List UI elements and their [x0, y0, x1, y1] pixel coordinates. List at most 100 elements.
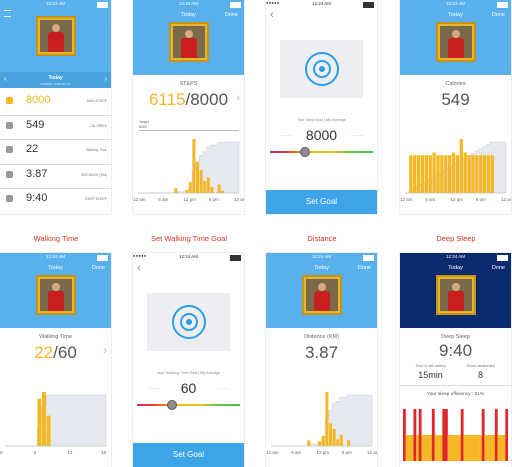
target-box [147, 293, 230, 351]
sleep-bar [413, 409, 417, 461]
x-tick-label: 12 am [501, 197, 511, 202]
x-tick-label: 12 am [400, 197, 413, 202]
status-time: 12:24 AM [178, 254, 198, 259]
bar [486, 155, 491, 193]
bar [455, 155, 460, 193]
person-head [185, 30, 193, 38]
person-body [448, 291, 464, 311]
bar [479, 155, 483, 193]
cumulative-area [271, 394, 373, 447]
x-tick-label: 12 [67, 450, 73, 455]
person-body [48, 291, 64, 311]
x-tick-label: 12 am [367, 450, 377, 455]
metric-value: 22/60 [0, 343, 111, 363]
x-tick-label: 12 pm [316, 450, 330, 455]
person-head [52, 24, 60, 32]
bar [192, 139, 196, 193]
sleep-bar [500, 435, 503, 461]
sleep-bar [416, 435, 419, 461]
back-arrow: ‹ [137, 262, 141, 274]
metric-current: 6115 [148, 90, 186, 109]
battery [97, 255, 108, 261]
row-value: 8000 [26, 94, 51, 106]
profile-photo [36, 275, 76, 315]
goal-value: 60 [180, 380, 197, 396]
bar [490, 155, 495, 193]
bar [467, 155, 471, 193]
target-ring [171, 305, 206, 339]
goal-caption: Your Walking Time Goal | My Average [156, 371, 221, 375]
bar [329, 423, 333, 446]
target-box [280, 40, 363, 98]
row-label: DISTANCE (KM) [81, 172, 107, 177]
sleep-bar [442, 409, 446, 461]
row-icon [6, 146, 13, 153]
status-time: 12:24 AM [445, 1, 465, 6]
chart [405, 139, 507, 194]
header-title: Today [48, 265, 63, 271]
metric-label: STEPS [179, 81, 198, 87]
photo-inner [40, 279, 72, 311]
bar [436, 155, 440, 193]
set-goal-button[interactable]: Set Goal [133, 443, 244, 467]
screen-caption: Walking Time [33, 234, 79, 243]
screen-caption: Distance [307, 234, 337, 243]
bar [210, 187, 214, 193]
bar [37, 398, 42, 446]
bar [307, 440, 311, 446]
metric-label: Walking Time [39, 334, 72, 340]
metric-label: Deep Sleep [441, 334, 470, 340]
target-label: Target [139, 120, 149, 124]
person-body [181, 38, 197, 58]
bar [347, 440, 351, 446]
metric-current: 22 [34, 343, 54, 362]
x-tick-label: 6 pm [208, 197, 219, 202]
sleep-bar [450, 435, 454, 461]
header-title: Today [314, 265, 329, 271]
status-time: 12:24 AM [45, 1, 65, 6]
row-divider [0, 163, 111, 164]
bar [46, 415, 51, 446]
metric-value: 6115/8000 [133, 90, 244, 110]
bar [42, 392, 47, 446]
row-divider [0, 139, 111, 140]
bar [444, 155, 448, 193]
photo-inner [40, 20, 72, 52]
x-tick-label: 12 am [234, 197, 244, 202]
row-label: Walking Time [86, 148, 107, 152]
photo-inner [440, 26, 472, 58]
battery [230, 255, 241, 261]
target-ring [175, 309, 202, 335]
header-action: Done [491, 265, 505, 271]
back-arrow: ‹ [270, 9, 274, 21]
person-head [52, 283, 60, 291]
sleep-bar [434, 435, 438, 461]
header-action: Done [491, 12, 505, 18]
target-ring [316, 64, 327, 74]
bar [451, 152, 456, 193]
bar [199, 170, 203, 193]
sleep-bar [505, 409, 508, 461]
person-head [452, 30, 460, 38]
x-tick-label: 18 [101, 450, 107, 455]
bar [185, 190, 189, 193]
cumulative-area [138, 141, 240, 194]
sleep-bar [431, 409, 435, 461]
stat-label: Time to fall asleep [415, 364, 446, 368]
bar [217, 184, 221, 193]
target-ring [308, 56, 335, 82]
sleep-bar [487, 435, 490, 461]
bar [206, 177, 210, 193]
bar [336, 439, 340, 446]
bar [475, 155, 479, 193]
x-tick-label: 0 [0, 450, 3, 455]
x-tick-label: 6 [33, 450, 37, 455]
sleep-bar [452, 435, 456, 461]
metric-current: 549 [441, 90, 470, 109]
person-body [48, 32, 64, 52]
row-divider [0, 114, 111, 115]
set-goal-button[interactable]: Set Goal [266, 190, 377, 214]
